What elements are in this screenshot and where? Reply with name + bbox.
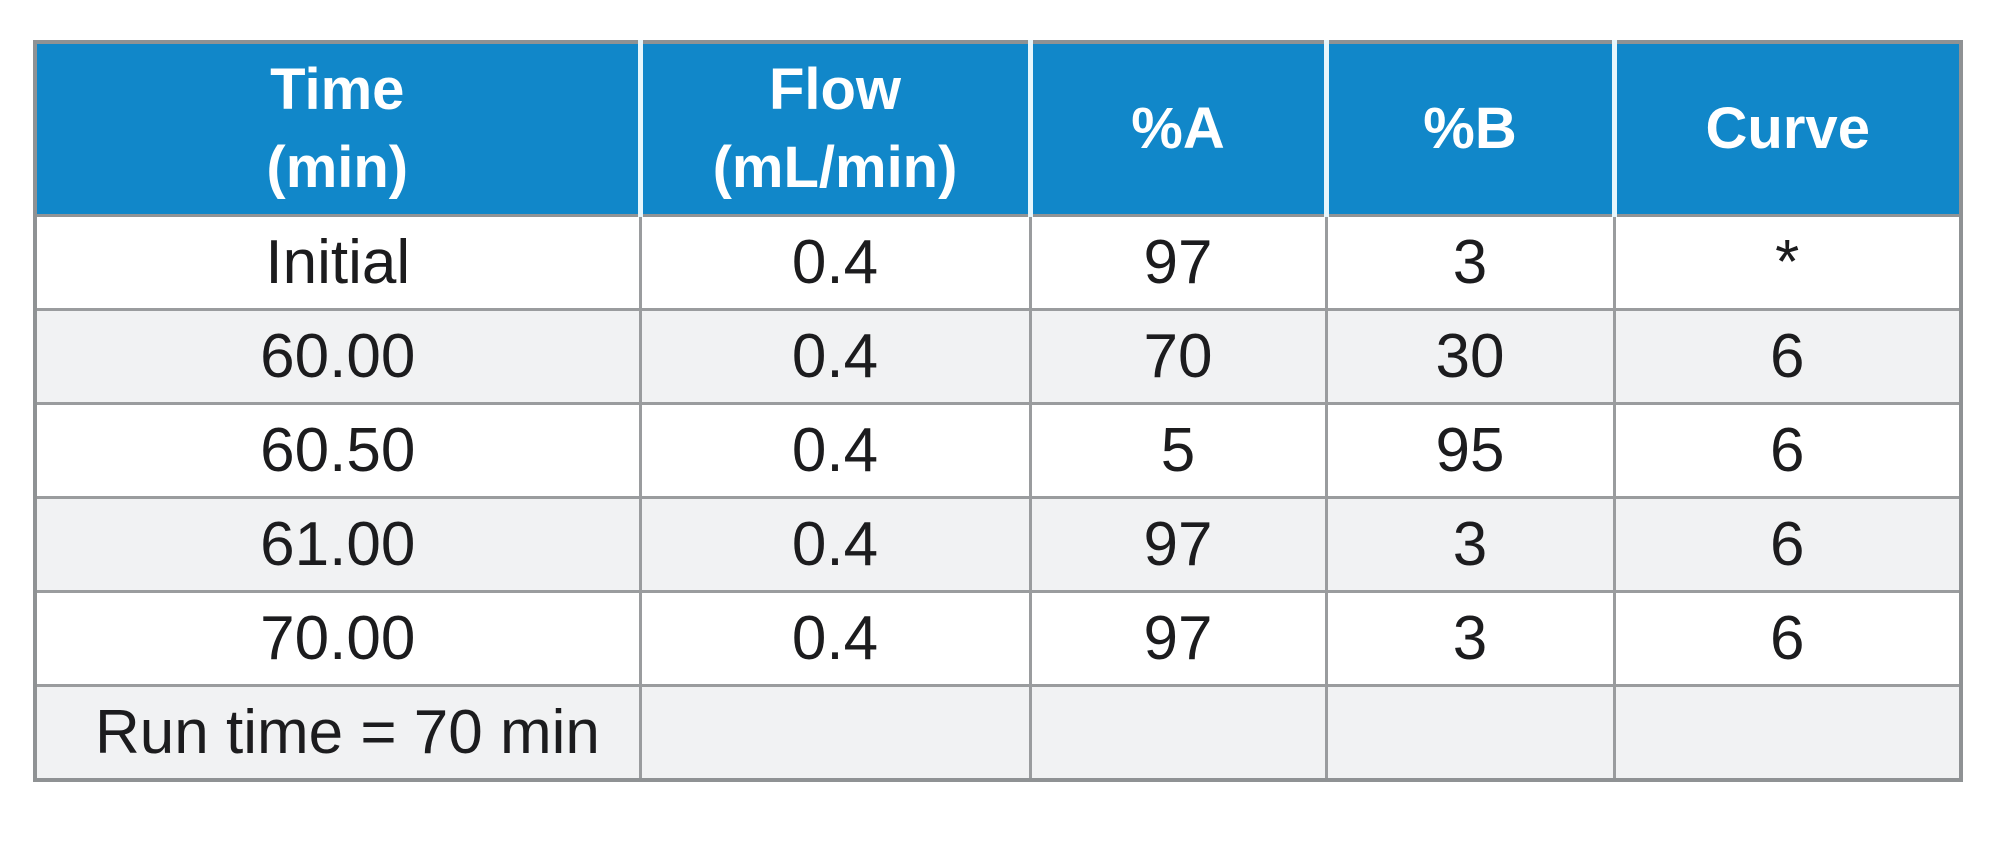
cell-percent-b: 3 [1324,496,1616,593]
table-row-60-50: 60.50 0.4 5 95 6 [33,402,1963,499]
table-row-60-00: 60.00 0.4 70 30 6 [33,308,1963,405]
cell-flow: 0.4 [638,308,1032,405]
cell-curve: 6 [1612,402,1963,499]
column-header-curve: Curve [1611,40,1963,217]
cell-time: 70.00 [33,590,642,687]
gradient-table-container: Time (min) Flow (mL/min) %A %B Curve Ini… [33,40,1963,782]
cell-time: 60.50 [33,402,642,499]
cell-percent-a: 97 [1028,590,1328,687]
empty-cell [638,684,1032,782]
run-time-label: Run time = 70 min [33,684,642,782]
gradient-table: Time (min) Flow (mL/min) %A %B Curve Ini… [33,40,1963,782]
cell-flow: 0.4 [638,214,1032,311]
column-header-percent-a: %A [1027,40,1329,217]
run-time-row: Run time = 70 min [33,684,1963,782]
cell-time: Initial [33,214,642,311]
empty-cell [1612,684,1963,782]
cell-percent-a: 97 [1028,496,1328,593]
column-header-flow: Flow (mL/min) [637,40,1033,217]
cell-time: 60.00 [33,308,642,405]
empty-cell [1324,684,1616,782]
column-header-percent-b: %B [1323,40,1617,217]
cell-flow: 0.4 [638,590,1032,687]
table-row-70-00: 70.00 0.4 97 3 6 [33,590,1963,687]
table-row-61-00: 61.00 0.4 97 3 6 [33,496,1963,593]
cell-percent-a: 5 [1028,402,1328,499]
cell-percent-a: 70 [1028,308,1328,405]
table-row-initial: Initial 0.4 97 3 * [33,214,1963,311]
cell-time: 61.00 [33,496,642,593]
cell-curve: * [1612,214,1963,311]
empty-cell [1028,684,1328,782]
column-header-time: Time (min) [33,40,643,217]
cell-flow: 0.4 [638,496,1032,593]
cell-percent-b: 95 [1324,402,1616,499]
cell-curve: 6 [1612,590,1963,687]
cell-percent-b: 30 [1324,308,1616,405]
cell-percent-a: 97 [1028,214,1328,311]
header-row: Time (min) Flow (mL/min) %A %B Curve [33,40,1963,217]
cell-percent-b: 3 [1324,590,1616,687]
cell-curve: 6 [1612,308,1963,405]
cell-flow: 0.4 [638,402,1032,499]
cell-percent-b: 3 [1324,214,1616,311]
cell-curve: 6 [1612,496,1963,593]
